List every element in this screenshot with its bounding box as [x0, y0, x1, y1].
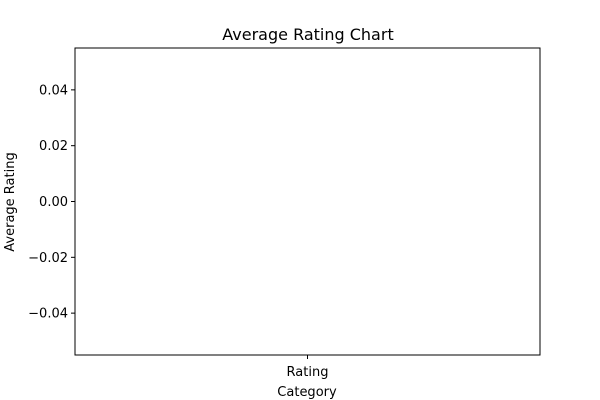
plot-frame: [74, 47, 541, 356]
y-axis-label: Average Rating: [3, 152, 18, 251]
x-axis-label: Category: [277, 385, 337, 400]
x-tick-label: Rating: [287, 365, 329, 380]
y-tick-label: 0.02: [39, 139, 68, 154]
y-tick-label: −0.02: [28, 251, 68, 266]
y-tick-label: 0.04: [39, 83, 68, 98]
x-axis: Rating: [287, 355, 329, 380]
y-axis: 0.04 0.02 0.00 −0.02 −0.04: [28, 83, 75, 322]
y-tick-label: −0.04: [28, 307, 68, 322]
chart-title: Average Rating Chart: [222, 25, 393, 44]
y-tick-label: 0.00: [39, 195, 68, 210]
